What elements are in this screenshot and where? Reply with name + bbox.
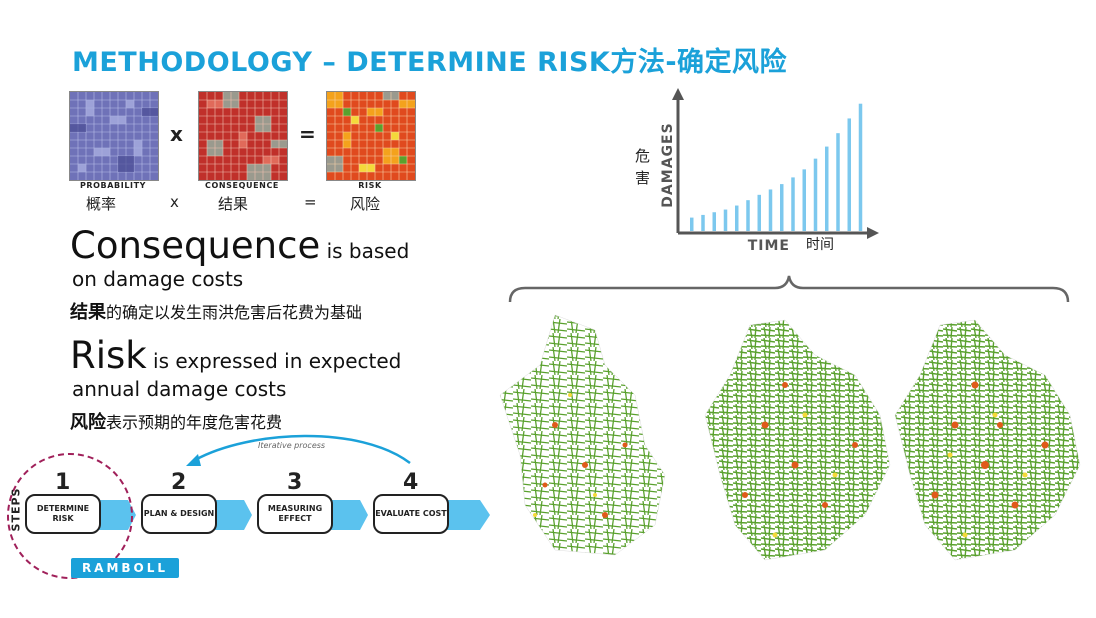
step-label-1: DETERMINE RISK <box>36 504 90 523</box>
risk-text-2: annual damage costs <box>72 377 287 401</box>
chart-bar <box>836 133 840 231</box>
step-box-plan-design: PLAN & DESIGN <box>141 494 217 534</box>
probability-cn-label: 概率 <box>86 195 117 213</box>
iterative-arrowhead <box>186 454 201 466</box>
chart-bar <box>701 214 705 231</box>
risk-cn-rest: 表示预期的年度危害花费 <box>106 413 283 432</box>
step-box-evaluate-cost: EVALUATE COST <box>373 494 449 534</box>
chart-bar <box>847 118 851 231</box>
consequence-label: CONSEQUENCE <box>205 181 279 190</box>
chart-bar <box>791 177 795 231</box>
chart-y-axis-arrow <box>672 88 684 100</box>
steps-axis-label: STEPS <box>9 487 23 532</box>
chart-x-axis-arrow <box>867 227 879 239</box>
chart-bar <box>780 184 784 231</box>
consequence-text-2: on damage costs <box>72 267 244 291</box>
chart-bar <box>813 158 818 231</box>
chart-bar <box>858 103 863 231</box>
chart-bar <box>723 209 728 231</box>
risk-map-image <box>326 91 416 181</box>
multiply-cn: x <box>170 193 179 211</box>
chart-y-label-cn: 危害 <box>635 147 651 187</box>
consequence-cn-label: 结果 <box>218 195 249 213</box>
probability-map-image <box>69 91 159 181</box>
risk-cn-statement: 风险表示预期的年度危害花费 <box>70 408 282 434</box>
consequence-cn-statement: 结果的确定以发生雨洪危害后花费为基础 <box>70 298 362 324</box>
consequence-map-image <box>198 91 288 181</box>
equals-operator: = <box>299 122 316 146</box>
risk-maps <box>499 314 1081 561</box>
iterative-arrow <box>194 434 411 464</box>
chart-x-label: TIME <box>748 238 790 254</box>
risk-map-2 <box>704 319 891 561</box>
consequence-cn-bold: 结果 <box>70 302 106 323</box>
risk-statement: Risk is expressed in expected <box>70 334 401 377</box>
page-title: METHODOLOGY – DETERMINE RISK方法-确定风险 <box>72 47 788 78</box>
step-label-3: MEASURING EFFECT <box>267 504 323 523</box>
consequence-cn-rest: 的确定以发生雨洪危害后花费为基础 <box>106 303 363 322</box>
iterative-process-label: Iterative process <box>258 441 326 450</box>
risk-map-3 <box>894 319 1081 561</box>
risk-cn-label: 风险 <box>350 195 381 213</box>
multiply-operator: x <box>170 122 183 146</box>
chart-bar <box>735 205 739 231</box>
chart-bar <box>746 200 750 231</box>
chart-bar <box>712 212 716 231</box>
equals-cn: = <box>304 193 317 211</box>
consequence-statement: Consequence is based <box>70 224 409 267</box>
chart-x-label-cn: 时间 <box>806 237 834 253</box>
step-label-4: EVALUATE COST <box>375 509 447 518</box>
step-number-3: 3 <box>287 470 303 495</box>
chart-y-label: DAMAGES <box>660 122 676 207</box>
chart-bar <box>768 189 773 231</box>
risk-label: RISK <box>358 181 382 190</box>
damages-over-time-chart: DAMAGES TIME 时间 <box>660 88 879 254</box>
chart-bar <box>690 217 694 231</box>
highlight-circle <box>7 453 133 579</box>
maps-bracket <box>508 275 1070 303</box>
risk-heading: Risk <box>70 334 147 377</box>
chart-bar <box>825 146 829 231</box>
step-box-determine-risk: DETERMINE RISK <box>25 494 101 534</box>
consequence-heading: Consequence <box>70 224 321 267</box>
risk-cn-bold: 风险 <box>70 412 106 433</box>
step-number-1: 1 <box>55 470 71 495</box>
chart-bar <box>802 169 806 231</box>
ramboll-logo: RAMBOLL <box>71 558 179 578</box>
chart-bar <box>757 194 761 231</box>
step-box-measuring-effect: MEASURING EFFECT <box>257 494 333 534</box>
step-number-2: 2 <box>171 470 187 495</box>
step-label-2: PLAN & DESIGN <box>143 509 215 518</box>
consequence-text-1: is based <box>320 239 410 263</box>
risk-text-1: is expressed in expected <box>146 349 402 373</box>
risk-map-1 <box>499 314 666 556</box>
step-number-4: 4 <box>403 470 419 495</box>
probability-label: PROBABILITY <box>79 181 147 190</box>
